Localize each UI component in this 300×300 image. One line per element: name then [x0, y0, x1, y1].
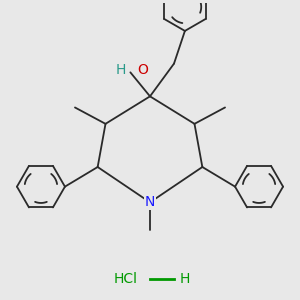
- Text: HCl: HCl: [114, 272, 138, 286]
- Text: H: H: [180, 272, 190, 286]
- Text: O: O: [137, 63, 148, 77]
- Text: H: H: [116, 63, 126, 77]
- Text: N: N: [145, 195, 155, 209]
